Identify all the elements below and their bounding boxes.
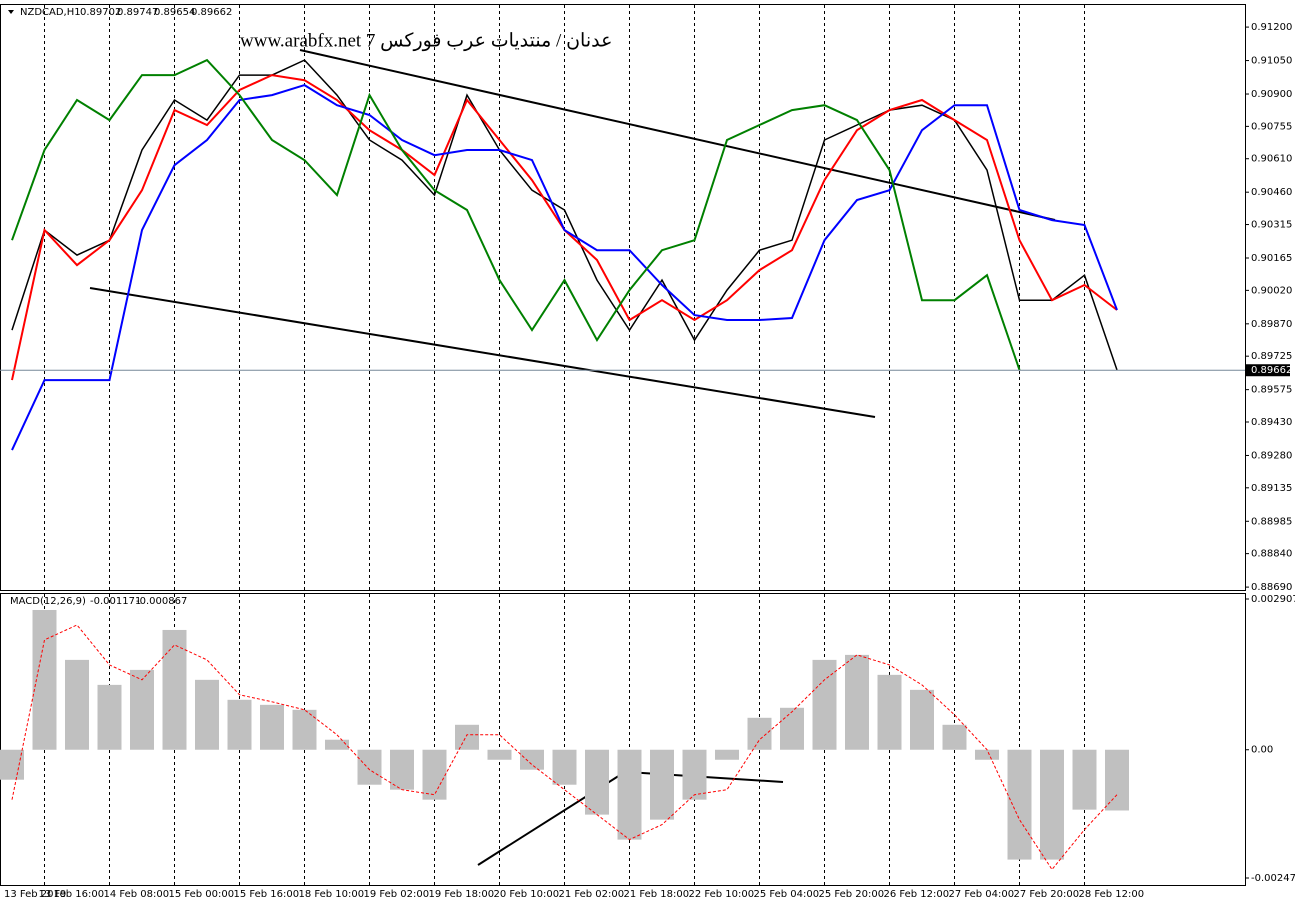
y-tick-label: 0.91050 <box>1251 56 1292 67</box>
histogram-bar <box>520 749 544 770</box>
histogram-bar <box>390 749 414 790</box>
y-tick-label: 0.90165 <box>1251 253 1292 264</box>
y-tick-label: 0.88985 <box>1251 516 1292 527</box>
histogram-bar <box>975 749 999 760</box>
histogram-bar <box>715 749 739 760</box>
histogram-bar <box>877 674 902 750</box>
y-tick-label: 0.90460 <box>1251 187 1292 198</box>
watermark: www.arabfx.net 7 عدنان / منتديات عرب فور… <box>240 30 612 51</box>
x-tick-label: 25 Feb 20:00 <box>819 889 885 900</box>
x-tick-label: 14 Feb 08:00 <box>104 889 170 900</box>
x-tick-label: 13 Feb 2019 <box>4 889 66 900</box>
series-line <box>11 624 1118 871</box>
y-tick-label: 0.89280 <box>1251 450 1292 461</box>
macd-value: -0.001171 <box>90 596 141 607</box>
dropdown-icon[interactable] <box>8 10 14 14</box>
y-tick-label: 0.90315 <box>1251 220 1292 231</box>
y-tick-label: 0.88840 <box>1251 549 1292 560</box>
histogram-bar <box>1105 749 1129 811</box>
last-price-label: 0.89662 <box>1251 365 1292 376</box>
y-tick-label: 0.90900 <box>1251 89 1292 100</box>
histogram-bar <box>1072 749 1097 810</box>
histogram-bar <box>487 749 512 760</box>
histogram-bar <box>260 704 284 750</box>
x-tick-label: 22 Feb 10:00 <box>689 889 755 900</box>
x-tick-label: 19 Feb 18:00 <box>429 889 495 900</box>
y-tick-label: -0.002473 <box>1251 873 1295 884</box>
x-tick-label: 27 Feb 04:00 <box>949 889 1015 900</box>
histogram-bar <box>162 629 187 750</box>
x-tick-label: 26 Feb 12:00 <box>884 889 950 900</box>
x-tick-label: 21 Feb 02:00 <box>559 889 625 900</box>
x-tick-label: 18 Feb 10:00 <box>299 889 365 900</box>
histogram-bar <box>325 739 349 750</box>
y-tick-label: 0.90020 <box>1251 285 1292 296</box>
y-tick-label: 0.89135 <box>1251 483 1292 494</box>
histogram-bar <box>617 749 642 840</box>
series-line <box>11 84 1118 451</box>
histogram-bar <box>130 669 154 750</box>
x-tick-label: 27 Feb 20:00 <box>1014 889 1080 900</box>
histogram-bar <box>357 749 382 785</box>
price-panel <box>0 4 1246 591</box>
y-tick-label: 0.88690 <box>1251 582 1292 593</box>
histogram-bar <box>422 749 447 800</box>
series-line <box>11 59 1118 371</box>
y-tick-label: 0.89870 <box>1251 319 1292 330</box>
close-value: 0.89662 <box>191 7 232 18</box>
series-line <box>11 58 1021 371</box>
x-tick-label: 15 Feb 00:00 <box>169 889 235 900</box>
histogram-bar <box>747 717 772 750</box>
x-tick-label: 13 Feb 16:00 <box>39 889 105 900</box>
histogram-bar <box>780 707 804 750</box>
histogram-bar <box>292 709 317 750</box>
open-value: 0.89702 <box>80 7 121 18</box>
y-tick-label: 0.90610 <box>1251 154 1292 165</box>
histogram-bar <box>682 749 707 800</box>
x-tick-label: 15 Feb 16:00 <box>234 889 300 900</box>
histogram-bar <box>552 749 577 785</box>
y-tick-label: 0.91200 <box>1251 22 1292 33</box>
macd-title: MACD(12,26,9) <box>10 596 86 607</box>
histogram-bar <box>0 749 24 780</box>
histogram-bar <box>585 749 609 815</box>
last-price-box <box>1246 364 1290 377</box>
y-tick-label: 0.89725 <box>1251 351 1292 362</box>
x-tick-label: 19 Feb 02:00 <box>364 889 430 900</box>
trend-line <box>299 49 1056 221</box>
y-tick-label: 0.89575 <box>1251 385 1292 396</box>
high-value: 0.89747 <box>117 7 158 18</box>
histogram-bar <box>1007 749 1032 860</box>
histogram-bar <box>942 724 967 750</box>
x-tick-label: 28 Feb 12:00 <box>1079 889 1145 900</box>
x-tick-label: 20 Feb 10:00 <box>494 889 560 900</box>
histogram-bar <box>195 679 219 750</box>
histogram-bar <box>812 659 837 750</box>
signal-value: -0.000867 <box>136 596 187 607</box>
y-tick-label: 0.90755 <box>1251 121 1292 132</box>
symbol-title: NZDCAD,H1 <box>20 7 81 18</box>
histogram-bar <box>455 724 479 750</box>
histogram-bar <box>97 684 122 750</box>
y-tick-label: 0.89430 <box>1251 417 1292 428</box>
histogram-bar <box>650 749 674 820</box>
x-tick-label: 21 Feb 18:00 <box>624 889 690 900</box>
histogram-bar <box>845 654 869 750</box>
histogram-bar <box>1040 749 1064 860</box>
histogram-bar <box>65 659 89 750</box>
histogram-bar <box>910 689 934 750</box>
y-tick-label: 0.00 <box>1251 745 1273 756</box>
y-tick-label: 0.002907 <box>1251 594 1295 605</box>
trend-line <box>89 287 876 418</box>
histogram-bar <box>227 699 252 750</box>
x-tick-label: 25 Feb 04:00 <box>754 889 820 900</box>
